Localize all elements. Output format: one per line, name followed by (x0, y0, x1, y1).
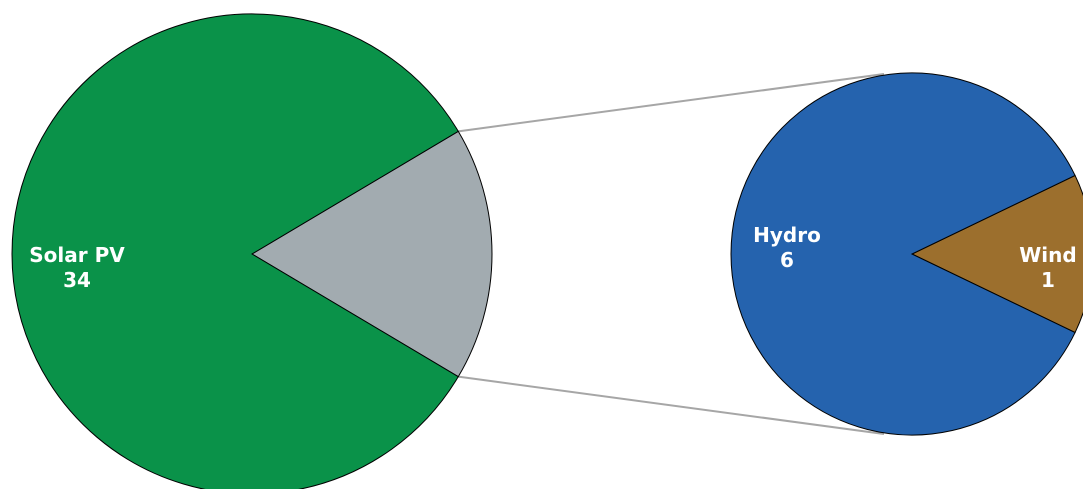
connector-line-bottom (458, 375, 885, 435)
data-label-category: Wind (1019, 243, 1076, 267)
data-labels: Solar PV 34 Hydro 6 Wind 1 (29, 223, 1076, 292)
data-label-category: Solar PV (29, 243, 125, 267)
data-label-hydro: Hydro 6 (753, 223, 821, 272)
data-label-category: Hydro (753, 223, 821, 247)
connector-lines (458, 73, 885, 435)
main-pie (11, 13, 493, 493)
main-slice-other (251, 130, 493, 378)
data-label-solar-pv: Solar PV 34 (29, 243, 125, 292)
data-label-value: 1 (1041, 268, 1055, 292)
secondary-slice-hydro (730, 72, 1076, 436)
data-label-value: 6 (780, 248, 794, 272)
secondary-pie (730, 72, 1083, 436)
main-slice-solar-pv (11, 13, 459, 493)
data-label-value: 34 (63, 268, 91, 292)
connector-line-top (458, 73, 885, 133)
data-label-wind: Wind 1 (1019, 243, 1076, 292)
secondary-slice-wind (910, 174, 1083, 334)
